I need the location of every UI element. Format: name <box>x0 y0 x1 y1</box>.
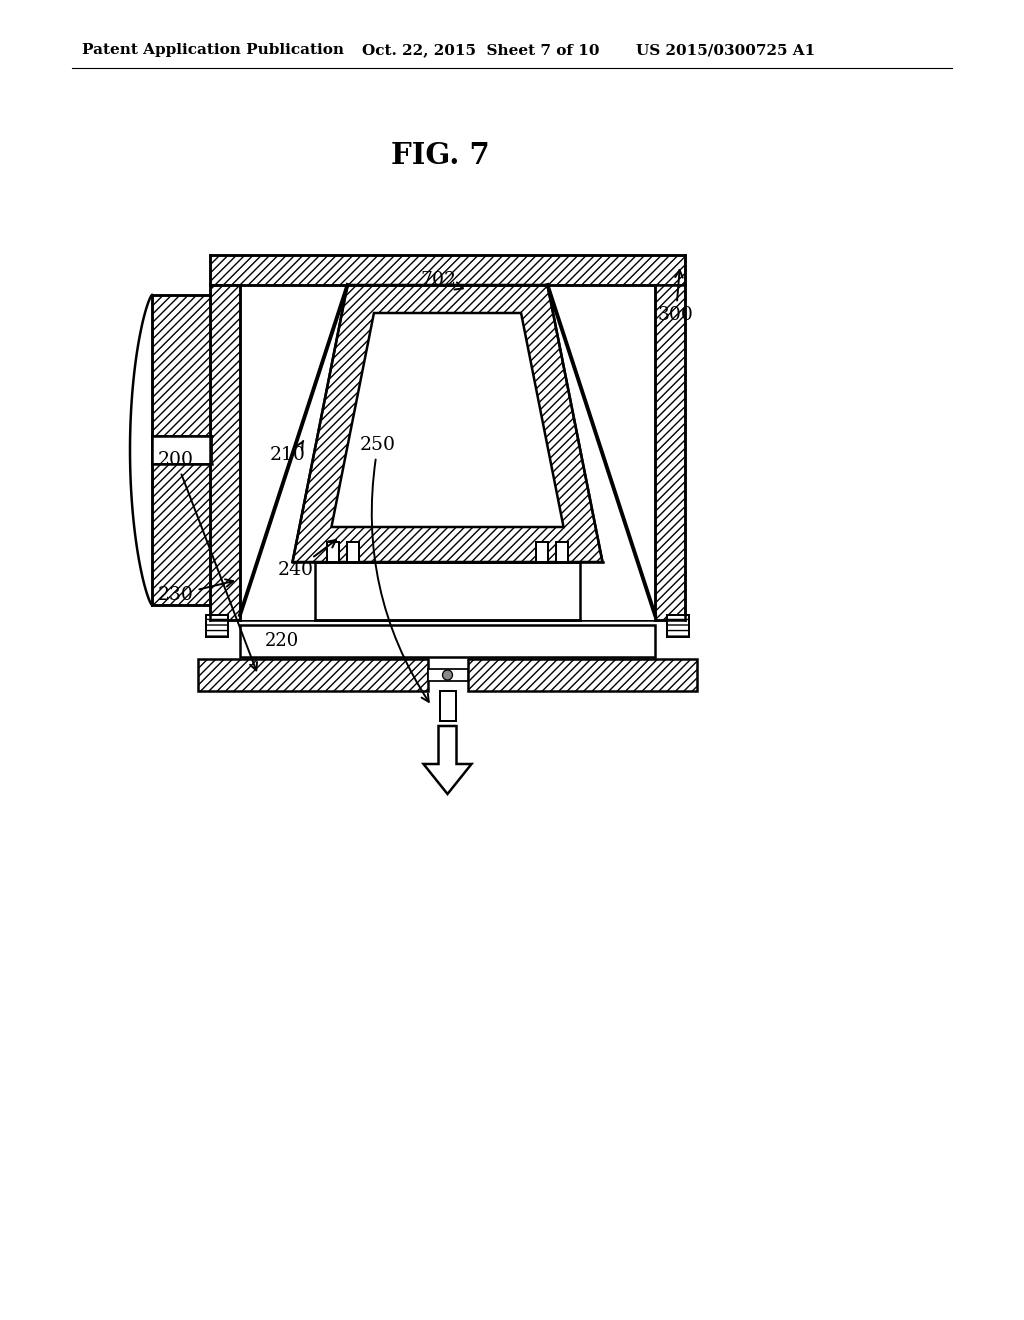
Text: Patent Application Publication: Patent Application Publication <box>82 44 344 57</box>
Bar <box>667 615 689 638</box>
Bar <box>347 543 359 562</box>
Polygon shape <box>332 313 563 527</box>
Bar <box>240 285 655 620</box>
Bar <box>468 659 697 690</box>
Bar <box>210 255 685 285</box>
Bar <box>206 615 228 638</box>
Bar <box>315 562 580 620</box>
Bar <box>198 659 427 690</box>
Bar <box>152 294 210 605</box>
Circle shape <box>442 671 453 680</box>
Bar <box>210 285 240 620</box>
Text: 240: 240 <box>278 540 336 579</box>
Bar <box>240 624 655 657</box>
Text: Oct. 22, 2015  Sheet 7 of 10: Oct. 22, 2015 Sheet 7 of 10 <box>362 44 599 57</box>
Text: 250: 250 <box>360 436 429 702</box>
Bar <box>198 659 427 690</box>
Text: 702: 702 <box>420 271 463 289</box>
Bar <box>556 543 568 562</box>
Bar <box>240 562 655 620</box>
Polygon shape <box>293 285 602 562</box>
Bar <box>206 615 228 638</box>
Bar <box>210 285 240 620</box>
Polygon shape <box>424 726 471 795</box>
Bar <box>210 255 685 285</box>
Bar <box>240 562 655 620</box>
Text: US 2015/0300725 A1: US 2015/0300725 A1 <box>636 44 815 57</box>
Text: 230: 230 <box>158 579 233 605</box>
Bar <box>536 543 548 562</box>
Text: 300: 300 <box>658 269 694 323</box>
Text: FIG. 7: FIG. 7 <box>390 140 489 169</box>
Bar <box>427 669 468 681</box>
Bar <box>655 285 685 620</box>
Bar <box>439 690 456 721</box>
Bar <box>667 615 689 638</box>
Bar <box>468 659 697 690</box>
Bar <box>327 543 339 562</box>
Bar <box>152 294 210 605</box>
Text: 220: 220 <box>265 632 299 649</box>
Bar <box>152 436 212 465</box>
Text: 200: 200 <box>158 451 257 671</box>
Text: 210: 210 <box>270 441 306 465</box>
Bar <box>655 285 685 620</box>
